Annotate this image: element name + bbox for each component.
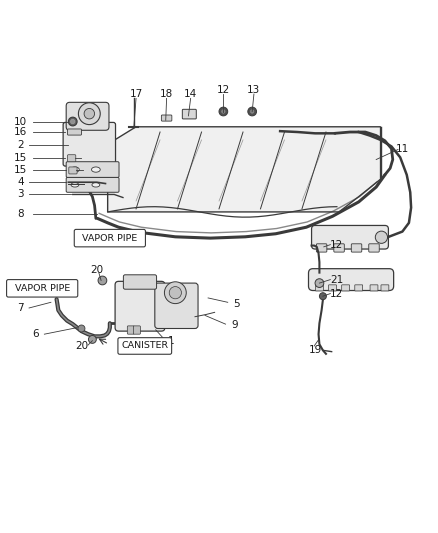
Circle shape bbox=[248, 107, 257, 116]
Text: CANISTER: CANISTER bbox=[121, 342, 168, 351]
Text: 15: 15 bbox=[14, 153, 27, 163]
FancyBboxPatch shape bbox=[118, 338, 172, 354]
Text: 21: 21 bbox=[330, 274, 343, 285]
FancyBboxPatch shape bbox=[74, 229, 145, 247]
Text: 6: 6 bbox=[32, 329, 39, 339]
FancyBboxPatch shape bbox=[381, 285, 389, 291]
FancyBboxPatch shape bbox=[161, 115, 172, 121]
FancyBboxPatch shape bbox=[370, 285, 378, 291]
Text: 20: 20 bbox=[90, 265, 103, 275]
Text: 14: 14 bbox=[184, 89, 197, 99]
Text: 17: 17 bbox=[129, 89, 143, 99]
Circle shape bbox=[98, 276, 107, 285]
FancyBboxPatch shape bbox=[134, 326, 141, 334]
FancyBboxPatch shape bbox=[308, 269, 394, 290]
Text: 12: 12 bbox=[217, 85, 230, 95]
FancyBboxPatch shape bbox=[182, 109, 196, 119]
FancyBboxPatch shape bbox=[63, 123, 116, 166]
Circle shape bbox=[169, 287, 181, 299]
FancyBboxPatch shape bbox=[69, 167, 77, 174]
Circle shape bbox=[164, 282, 186, 304]
Ellipse shape bbox=[71, 167, 79, 172]
FancyBboxPatch shape bbox=[315, 285, 323, 291]
Text: 4: 4 bbox=[17, 177, 24, 187]
FancyBboxPatch shape bbox=[7, 280, 78, 297]
Text: 1: 1 bbox=[168, 336, 174, 346]
Ellipse shape bbox=[92, 167, 100, 172]
Text: VAPOR PIPE: VAPOR PIPE bbox=[82, 233, 138, 243]
Text: 20: 20 bbox=[75, 341, 88, 351]
Ellipse shape bbox=[71, 183, 79, 187]
Circle shape bbox=[219, 107, 228, 116]
Circle shape bbox=[68, 117, 77, 126]
Text: 2: 2 bbox=[17, 140, 24, 150]
FancyBboxPatch shape bbox=[355, 285, 363, 291]
FancyBboxPatch shape bbox=[66, 161, 119, 177]
FancyBboxPatch shape bbox=[67, 155, 76, 161]
FancyBboxPatch shape bbox=[115, 281, 165, 331]
FancyBboxPatch shape bbox=[369, 244, 379, 252]
Circle shape bbox=[375, 231, 388, 244]
Circle shape bbox=[251, 110, 254, 113]
Circle shape bbox=[319, 293, 326, 300]
Text: 19: 19 bbox=[308, 345, 321, 356]
Text: 12: 12 bbox=[330, 240, 343, 249]
Text: 8: 8 bbox=[17, 209, 24, 219]
Circle shape bbox=[78, 325, 85, 332]
FancyBboxPatch shape bbox=[66, 102, 109, 130]
FancyBboxPatch shape bbox=[124, 275, 156, 289]
Text: 12: 12 bbox=[330, 288, 343, 298]
Circle shape bbox=[315, 279, 324, 287]
FancyBboxPatch shape bbox=[155, 283, 198, 328]
Text: 18: 18 bbox=[160, 89, 173, 99]
Text: 11: 11 bbox=[396, 144, 409, 155]
Text: 10: 10 bbox=[14, 117, 27, 126]
Circle shape bbox=[84, 108, 95, 119]
FancyBboxPatch shape bbox=[342, 285, 350, 291]
Circle shape bbox=[88, 335, 96, 343]
Text: 16: 16 bbox=[14, 127, 27, 138]
Polygon shape bbox=[108, 127, 381, 212]
Circle shape bbox=[78, 103, 100, 125]
Text: 15: 15 bbox=[14, 165, 27, 175]
FancyBboxPatch shape bbox=[66, 177, 119, 192]
Circle shape bbox=[222, 110, 225, 113]
Text: 5: 5 bbox=[233, 298, 240, 309]
Circle shape bbox=[71, 119, 75, 124]
Text: 9: 9 bbox=[231, 320, 237, 330]
FancyBboxPatch shape bbox=[316, 244, 327, 252]
Text: 3: 3 bbox=[17, 189, 24, 199]
Ellipse shape bbox=[92, 183, 100, 187]
FancyBboxPatch shape bbox=[127, 326, 134, 334]
FancyBboxPatch shape bbox=[311, 225, 389, 249]
Text: 7: 7 bbox=[17, 303, 24, 313]
FancyBboxPatch shape bbox=[328, 285, 336, 291]
Text: VAPOR PIPE: VAPOR PIPE bbox=[14, 284, 70, 293]
Text: 13: 13 bbox=[247, 85, 261, 95]
FancyBboxPatch shape bbox=[334, 244, 344, 252]
FancyBboxPatch shape bbox=[67, 129, 81, 135]
FancyBboxPatch shape bbox=[351, 244, 362, 252]
